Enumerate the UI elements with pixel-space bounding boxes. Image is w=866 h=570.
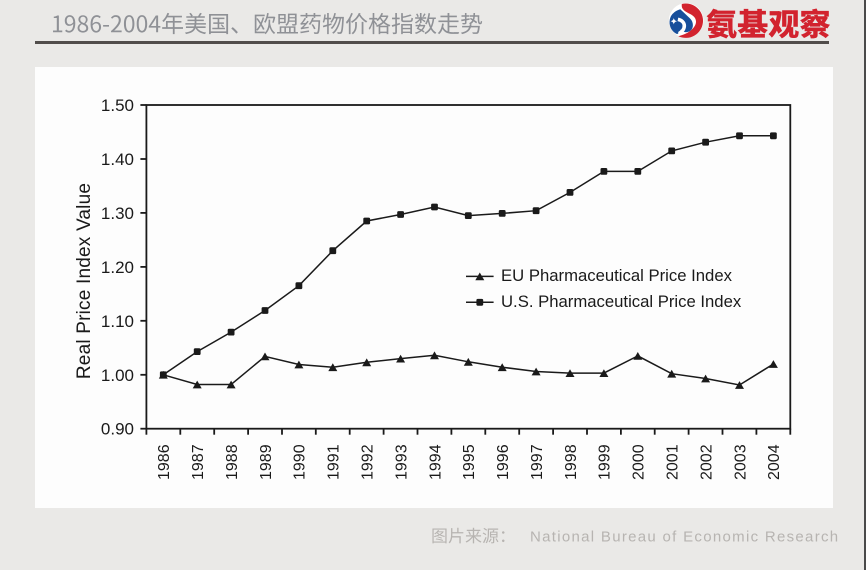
svg-text:1987: 1987 <box>190 444 207 480</box>
svg-text:1997: 1997 <box>529 444 546 480</box>
svg-text:2004: 2004 <box>766 444 783 480</box>
svg-text:1990: 1990 <box>292 444 309 480</box>
svg-text:1999: 1999 <box>597 444 614 480</box>
svg-text:1993: 1993 <box>393 444 410 480</box>
svg-text:Real Price Index Value: Real Price Index Value <box>74 183 95 379</box>
svg-text:National Bureau of Economic Re: National Bureau of Economic Research <box>530 528 839 545</box>
svg-text:0.90: 0.90 <box>101 420 134 439</box>
svg-text:U.S. Pharmaceutical Price Inde: U.S. Pharmaceutical Price Index <box>501 292 742 311</box>
svg-text:1.30: 1.30 <box>101 204 134 223</box>
svg-text:2001: 2001 <box>665 444 682 480</box>
svg-text:2003: 2003 <box>732 444 749 480</box>
svg-text:1996: 1996 <box>495 444 512 480</box>
svg-text:2002: 2002 <box>698 444 715 480</box>
svg-text:2000: 2000 <box>631 444 648 480</box>
svg-text:EU Pharmaceutical Price Index: EU Pharmaceutical Price Index <box>501 266 733 285</box>
svg-text:1.50: 1.50 <box>101 96 134 115</box>
svg-text:1.40: 1.40 <box>101 150 134 169</box>
svg-text:1988: 1988 <box>224 444 241 480</box>
svg-text:1.20: 1.20 <box>101 258 134 277</box>
svg-text:1991: 1991 <box>326 444 343 480</box>
svg-text:1992: 1992 <box>360 444 377 480</box>
svg-text:1989: 1989 <box>258 444 275 480</box>
svg-text:1.10: 1.10 <box>101 312 134 331</box>
svg-text:1.00: 1.00 <box>101 366 134 385</box>
svg-text:1994: 1994 <box>427 444 444 480</box>
svg-text:1998: 1998 <box>563 444 580 480</box>
svg-text:1995: 1995 <box>461 444 478 480</box>
svg-text:1986: 1986 <box>156 444 173 480</box>
